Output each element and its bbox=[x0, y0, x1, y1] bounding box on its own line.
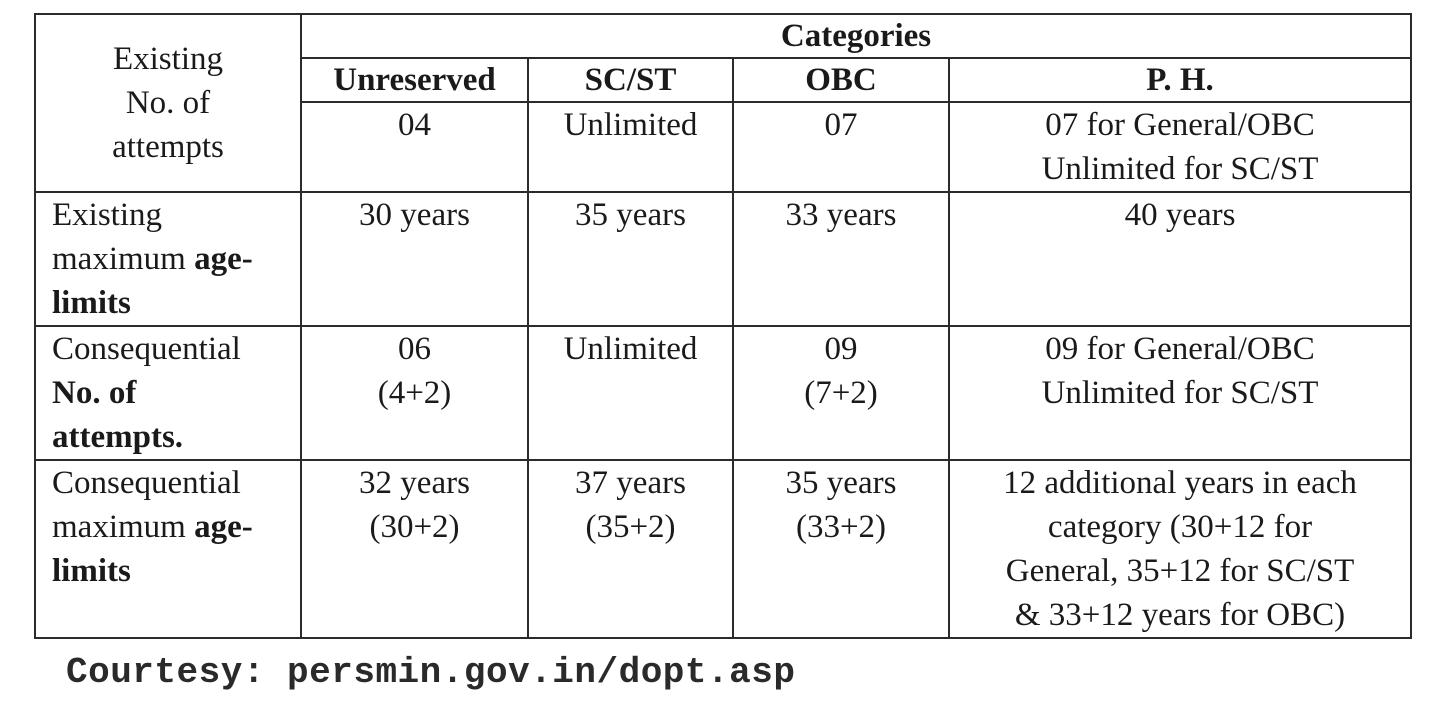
table-cell: 06 (4+2) bbox=[300, 325, 529, 461]
cell-line: 35 years bbox=[575, 197, 686, 233]
cell-line: 35 years bbox=[785, 465, 897, 501]
cell-line: category (30+12 for bbox=[1047, 509, 1313, 545]
table-cell: 07 bbox=[732, 101, 950, 193]
row-label-consequential-attempts: Consequential No. of attempts. bbox=[34, 325, 302, 461]
table-header-row-1: Existing No. of attempts Categories bbox=[34, 13, 1413, 193]
table-cell: Unlimited bbox=[527, 101, 734, 193]
table-cell: 07 for General/OBC Unlimited for SC/ST bbox=[947, 101, 1413, 193]
row-label-line: Consequential bbox=[52, 331, 241, 367]
cell-line: (35+2) bbox=[585, 509, 676, 545]
row-label-line: limits bbox=[52, 553, 131, 589]
table-cell: 30 years bbox=[300, 191, 529, 327]
cell-line: (7+2) bbox=[804, 375, 878, 411]
cell-line: Unlimited bbox=[563, 331, 698, 367]
table-cell: 33 years bbox=[732, 191, 950, 327]
row-label-line: Consequential bbox=[52, 465, 241, 501]
row-label-line: Existing bbox=[112, 41, 223, 77]
cell-line: 07 bbox=[824, 107, 858, 143]
table-row: Existing maximum age- limits 30 years 35… bbox=[34, 191, 1413, 327]
row-label-existing-attempts: Existing No. of attempts bbox=[34, 13, 302, 193]
row-label-line: maximum age- bbox=[52, 237, 294, 281]
column-header-ph: P. H. bbox=[947, 57, 1413, 103]
row-label-bold-text: age- bbox=[194, 241, 253, 277]
table-cell: 09 (7+2) bbox=[732, 325, 950, 461]
row-label-existing-age-limits: Existing maximum age- limits bbox=[34, 191, 302, 327]
cell-line: Unlimited for SC/ST bbox=[1041, 375, 1319, 411]
cell-line: Unlimited bbox=[563, 107, 698, 143]
cell-line: 07 for General/OBC bbox=[1045, 107, 1315, 143]
row-label-line: attempts. bbox=[52, 419, 184, 455]
table-row: Consequential No. of attempts. 06 (4+2) … bbox=[34, 325, 1413, 461]
table-row: 04 Unlimited 07 07 for General/OBC Unlim… bbox=[35, 101, 1413, 193]
category-limits-table: Existing No. of attempts Categories Unre… bbox=[34, 13, 1413, 639]
courtesy-caption: Courtesy: persmin.gov.in/dopt.asp bbox=[66, 652, 796, 693]
table-cell: 37 years (35+2) bbox=[527, 459, 734, 639]
cell-line: 33 years bbox=[785, 197, 897, 233]
cell-line: 12 additional years in each bbox=[1003, 465, 1357, 501]
row-label-line: limits bbox=[52, 285, 131, 321]
cell-line: General, 35+12 for SC/ST bbox=[1005, 553, 1355, 589]
table-header-row-2: Unreserved SC/ST OBC P. H. bbox=[35, 57, 1413, 103]
table-row: Consequential maximum age- limits 32 yea… bbox=[34, 459, 1413, 639]
row-label-line: Existing bbox=[52, 197, 163, 233]
row-label-text: maximum bbox=[52, 241, 195, 277]
table-cell: 09 for General/OBC Unlimited for SC/ST bbox=[947, 325, 1413, 461]
categories-header: Categories bbox=[299, 13, 1413, 59]
cell-line: 06 bbox=[398, 331, 431, 367]
column-header-sc-st: SC/ST bbox=[527, 57, 734, 103]
row-label-line: No. of bbox=[52, 375, 137, 411]
cell-line: & 33+12 years for OBC) bbox=[1014, 597, 1346, 633]
cell-line: (30+2) bbox=[369, 509, 460, 545]
row-label-consequential-age-limits: Consequential maximum age- limits bbox=[34, 459, 302, 639]
cell-line: (4+2) bbox=[377, 375, 452, 411]
table-cell: 32 years (30+2) bbox=[300, 459, 529, 639]
row-label-line: attempts bbox=[112, 129, 224, 165]
cell-line: 37 years bbox=[575, 465, 686, 501]
cell-line: Unlimited for SC/ST bbox=[1041, 151, 1319, 187]
cell-line: 30 years bbox=[359, 197, 470, 233]
column-header-unreserved: Unreserved bbox=[300, 57, 529, 103]
cell-line: (33+2) bbox=[795, 509, 887, 545]
table-cell: 12 additional years in each category (30… bbox=[947, 459, 1413, 639]
column-header-obc: OBC bbox=[732, 57, 950, 103]
row-label-bold-text: age- bbox=[194, 509, 253, 545]
cell-line: 09 for General/OBC bbox=[1045, 331, 1315, 367]
row-label-line: maximum age- bbox=[52, 505, 294, 549]
cell-line: 04 bbox=[398, 107, 431, 143]
table-cell: 35 years bbox=[527, 191, 734, 327]
cell-line: 09 bbox=[824, 331, 858, 367]
table-cell: Unlimited bbox=[527, 325, 734, 461]
row-label-text: maximum bbox=[52, 509, 195, 545]
cell-line: 32 years bbox=[359, 465, 470, 501]
table-cell: 40 years bbox=[947, 191, 1413, 327]
table-cell: 04 bbox=[300, 101, 529, 193]
cell-line: 40 years bbox=[1124, 197, 1236, 233]
row-label-line: No. of bbox=[125, 85, 211, 121]
table-cell: 35 years (33+2) bbox=[732, 459, 950, 639]
